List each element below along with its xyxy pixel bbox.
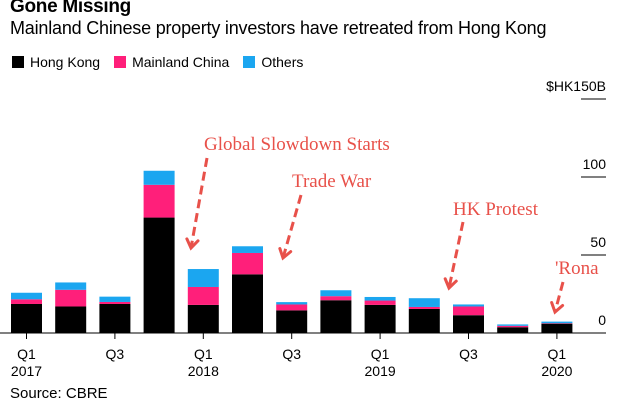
chart-subtitle: Mainland Chinese property investors have… (10, 18, 547, 38)
bar-segment-hong-kong (453, 315, 484, 333)
bar-segment-others (364, 296, 396, 301)
chart-title: Gone Missing (10, 0, 131, 17)
x-tick-label: Q1 (17, 346, 36, 362)
bar-segment-others (320, 290, 352, 297)
y-tick-label: $HK150B (546, 78, 606, 94)
bar-segment-mainland-china (408, 306, 440, 309)
annotation-label: 'Rona (555, 258, 599, 279)
bar-stack (187, 269, 219, 333)
x-tick-year-label: 2018 (188, 363, 219, 379)
bar-stack (364, 296, 396, 333)
x-tick-year-label: 2019 (365, 363, 396, 379)
bar-segment-hong-kong (143, 217, 175, 333)
x-tick-label: Q1 (371, 346, 390, 362)
legend-swatch-mainland-china (114, 56, 127, 68)
bar-stack (276, 302, 308, 333)
bar-stack (408, 298, 440, 333)
bar-stack (143, 170, 175, 333)
bar-segment-hong-kong (232, 274, 263, 333)
bar-segment-others (99, 296, 131, 302)
bar-segment-hong-kong (55, 306, 87, 333)
annotation-arrowhead (278, 247, 293, 261)
bar-segment-hong-kong (541, 323, 573, 333)
bar-segment-mainland-china (187, 286, 219, 305)
annotation-arrow (553, 281, 565, 313)
bar-stack (99, 296, 131, 333)
bar-segment-mainland-china (276, 304, 308, 311)
bar-segment-mainland-china (232, 252, 263, 275)
bar-segment-others (11, 292, 42, 300)
annotation-arrowhead (443, 277, 458, 291)
y-tick-label: 0 (598, 312, 606, 328)
bar-stack (497, 324, 529, 333)
bar-segment-others (541, 321, 573, 324)
bar-segment-mainland-china (453, 306, 484, 316)
bar-segment-others (232, 246, 263, 253)
x-tick-label: Q3 (282, 346, 301, 362)
legend-swatch-hong-kong (12, 56, 24, 68)
bar-stack (453, 304, 484, 333)
bar-segment-others (453, 304, 484, 307)
annotation-label: Global Slowdown Starts (204, 134, 390, 155)
bar-segment-hong-kong (364, 304, 396, 333)
bar-stack (11, 292, 42, 333)
annotation-arrowhead (550, 301, 565, 315)
bar-segment-others (55, 282, 87, 290)
bar-segment-hong-kong (11, 303, 42, 333)
bar-stack (320, 290, 352, 333)
legend-label-hong-kong: Hong Kong (30, 54, 101, 70)
annotation-arrow (281, 194, 303, 259)
legend-item-others: Others (243, 54, 303, 70)
legend: Hong Kong Mainland China Others (12, 54, 317, 70)
bar-segment-mainland-china (99, 301, 131, 304)
bar-segment-mainland-china (497, 325, 529, 328)
x-tick-year-label: 2020 (541, 363, 572, 379)
bar-segment-hong-kong (99, 303, 131, 333)
legend-label-others: Others (261, 54, 304, 70)
y-tick-label: 100 (583, 156, 607, 172)
bar-segment-hong-kong (187, 304, 219, 333)
annotation-arrow (189, 157, 209, 249)
bar-segment-hong-kong (276, 310, 308, 333)
y-tick-label: 50 (590, 234, 606, 250)
bar-segment-hong-kong (497, 327, 529, 333)
bar-stack (541, 321, 573, 333)
source-note: Source: CBRE (10, 385, 108, 402)
x-tick-label: Q1 (548, 346, 567, 362)
bar-stack (55, 282, 87, 333)
x-tick-label: Q1 (194, 346, 213, 362)
bar-segment-others (143, 170, 175, 185)
annotation-arrow (447, 221, 465, 289)
annotation-label: Trade War (292, 171, 372, 192)
legend-item-hong-kong: Hong Kong (12, 54, 100, 70)
x-tick-label: Q3 (106, 346, 125, 362)
legend-item-mainland-china: Mainland China (114, 54, 229, 70)
bar-segment-hong-kong (408, 308, 440, 333)
bar-segment-mainland-china (11, 299, 42, 304)
annotation-arrowhead (185, 237, 200, 251)
bar-segment-others (187, 269, 219, 287)
legend-swatch-others (243, 56, 256, 68)
bar-segment-others (276, 302, 308, 305)
legend-label-mainland-china: Mainland China (132, 54, 230, 70)
bar-segment-hong-kong (320, 300, 352, 333)
bar-segment-mainland-china (55, 289, 87, 307)
bar-segment-others (408, 298, 440, 307)
bar-segment-others (497, 324, 529, 326)
bar-segment-mainland-china (143, 184, 175, 218)
bar-stack (232, 246, 263, 333)
annotation-label: HK Protest (453, 199, 539, 220)
bar-segment-mainland-china (364, 300, 396, 305)
x-tick-label: Q3 (459, 346, 478, 362)
x-tick-year-label: 2017 (11, 363, 42, 379)
bar-segment-mainland-china (320, 296, 352, 301)
